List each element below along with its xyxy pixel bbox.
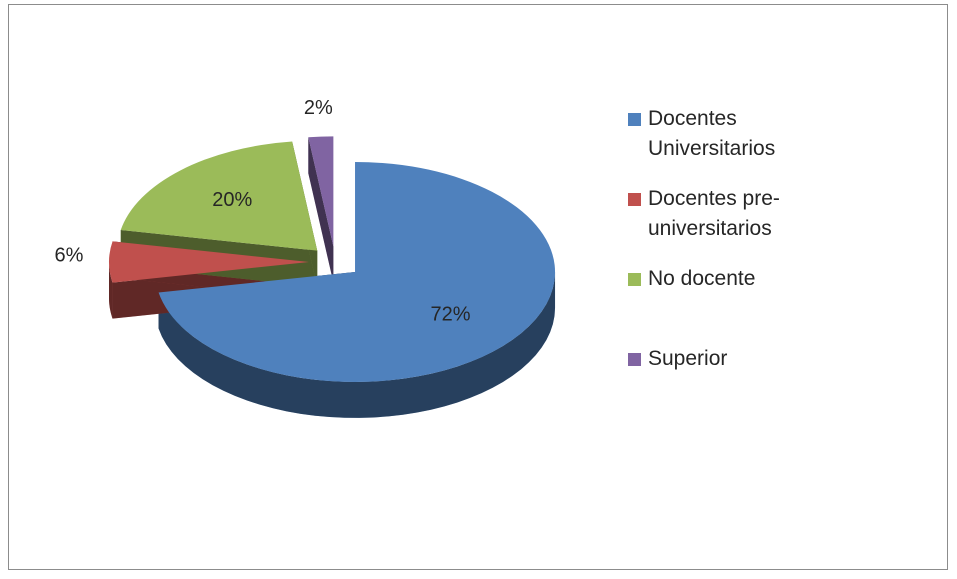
legend-label: No docente bbox=[648, 267, 756, 290]
chart-frame bbox=[8, 4, 948, 570]
legend: Docentes Universitarios Docentes pre-univ… bbox=[628, 104, 918, 424]
legend-item: Superior bbox=[628, 344, 918, 424]
slice-tops bbox=[109, 136, 556, 382]
slice-side-shade bbox=[158, 271, 556, 418]
legend-label: Superior bbox=[648, 347, 728, 370]
slice-side-shade bbox=[308, 137, 334, 283]
legend-label: Docentes pre-universitarios bbox=[648, 187, 780, 240]
legend-item: No docente bbox=[628, 264, 918, 344]
data-label: 2% bbox=[304, 97, 333, 119]
legend-swatch bbox=[628, 273, 641, 286]
slice bbox=[109, 241, 309, 283]
legend-item: Docentes pre-universitarios bbox=[628, 184, 918, 264]
data-label: 20% bbox=[212, 189, 252, 211]
legend-swatch bbox=[628, 353, 641, 366]
legend-item: Docentes Universitarios bbox=[628, 104, 918, 184]
slice bbox=[120, 141, 318, 251]
legend-swatch bbox=[628, 113, 641, 126]
data-label: 72% bbox=[431, 304, 471, 326]
slice bbox=[158, 161, 556, 382]
data-label: 6% bbox=[55, 244, 84, 266]
slice-side-shade bbox=[109, 262, 113, 319]
slice bbox=[308, 136, 334, 247]
legend-swatch bbox=[628, 193, 641, 206]
legend-label: Docentes Universitarios bbox=[648, 107, 776, 160]
